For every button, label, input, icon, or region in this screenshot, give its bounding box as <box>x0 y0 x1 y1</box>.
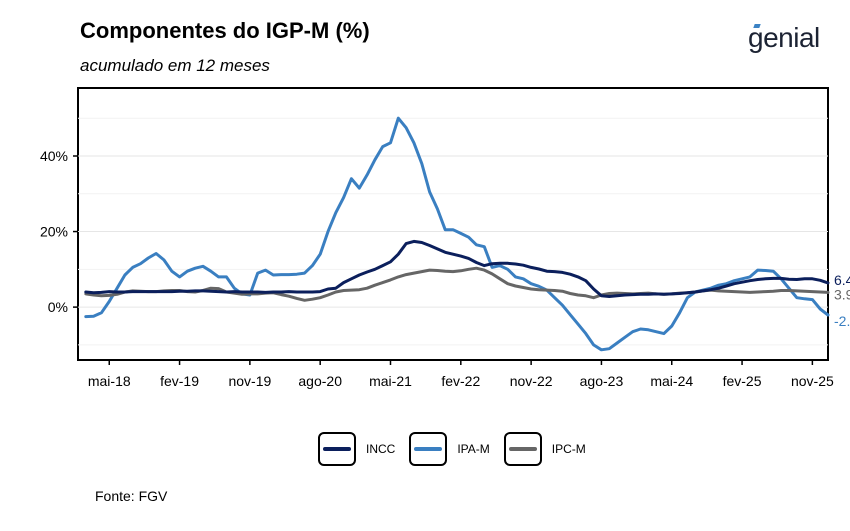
y-tick-label: 20% <box>40 224 68 240</box>
x-tick-label: fev-25 <box>723 373 762 389</box>
chart-title: Componentes do IGP-M (%) <box>80 18 370 43</box>
end-label-ipc-m: 3.9 <box>834 286 850 302</box>
x-tick-label: ago-23 <box>580 373 624 389</box>
x-tick-label: fev-22 <box>441 373 480 389</box>
x-tick-label: nov-22 <box>510 373 553 389</box>
y-tick-label: 0% <box>48 299 68 315</box>
legend-key-ipc-m <box>503 432 542 466</box>
legend-label-ipa-m: IPA-M <box>457 442 490 456</box>
legend-key-ipa-m <box>409 432 448 466</box>
x-tick-label: mai-24 <box>650 373 693 389</box>
x-tick-label: fev-19 <box>160 373 199 389</box>
series-lines <box>84 116 830 352</box>
brand-logo: genial <box>748 22 820 53</box>
x-tick-label: nov-25 <box>791 373 834 389</box>
legend: INCC IPA-M IPC-M <box>318 432 586 466</box>
plot-panel <box>77 87 829 361</box>
legend-item-incc: INCC <box>318 432 395 466</box>
x-tick-label: ago-20 <box>298 373 342 389</box>
series-line-incc <box>84 239 830 298</box>
legend-item-ipa-m: IPA-M <box>409 432 490 466</box>
legend-label-ipc-m: IPC-M <box>551 442 586 456</box>
x-tick-label: mai-21 <box>369 373 412 389</box>
x-tick-label: mai-18 <box>88 373 131 389</box>
chart-subtitle: acumulado em 12 meses <box>80 56 270 75</box>
end-label-ipa-m: -2.1 <box>834 313 850 329</box>
x-tick-label: nov-19 <box>228 373 271 389</box>
source-note: Fonte: FGV <box>95 488 168 504</box>
end-labels: 6.4 -2.1 3.9 <box>834 272 850 329</box>
axes: 0% 20% 40% mai-18 fev-19 nov-19 ago-20 mai-21 fe… <box>40 148 834 389</box>
legend-item-ipc-m: IPC-M <box>503 432 586 466</box>
grid-lines <box>78 117 828 346</box>
legend-key-incc <box>318 432 356 466</box>
y-tick-label: 40% <box>40 148 68 164</box>
end-label-incc: 6.4 <box>834 272 850 288</box>
legend-label-incc: INCC <box>366 442 396 456</box>
